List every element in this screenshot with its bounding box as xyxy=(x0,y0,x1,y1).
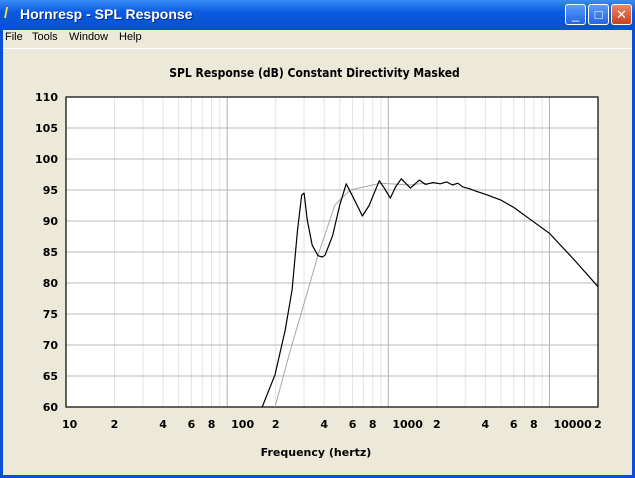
x-tick-label: 2 xyxy=(111,418,119,431)
menu-separator xyxy=(3,48,632,49)
menu-help[interactable]: Help xyxy=(119,31,142,43)
y-tick-label: 70 xyxy=(43,339,59,352)
chart-title: SPL Response (dB) Constant Directivity M… xyxy=(169,66,460,80)
x-tick-label: 2 xyxy=(433,418,441,431)
menu-window[interactable]: Window xyxy=(69,31,109,43)
y-tick-label: 90 xyxy=(43,215,59,228)
menu-bar: File Tools Window Help xyxy=(3,30,632,46)
x-tick-label: 10 xyxy=(62,418,78,431)
x-tick-label: 2 xyxy=(272,418,280,431)
x-tick-label: 8 xyxy=(208,418,216,431)
title-bar: / Hornresp - SPL Response _ □ ✕ xyxy=(0,0,635,30)
y-tick-label: 60 xyxy=(43,401,59,414)
x-axis-label: Frequency (hertz) xyxy=(261,446,372,459)
y-tick-label: 105 xyxy=(35,122,58,135)
spl-response-line xyxy=(261,178,598,407)
minimize-button[interactable]: _ xyxy=(565,4,586,25)
x-tick-label: 4 xyxy=(159,418,167,431)
menu-tools[interactable]: Tools xyxy=(32,31,58,43)
x-tick-label: 2 xyxy=(594,418,602,431)
y-tick-label: 65 xyxy=(43,370,58,383)
x-tick-label: 10000 xyxy=(553,418,592,431)
x-tick-label: 6 xyxy=(510,418,518,431)
maximize-button[interactable]: □ xyxy=(588,4,609,25)
plot-border xyxy=(65,96,599,408)
x-tick-label: 8 xyxy=(369,418,377,431)
x-tick-label: 6 xyxy=(188,418,196,431)
x-tick-label: 1000 xyxy=(392,418,423,431)
y-tick-label: 110 xyxy=(35,91,58,104)
x-tick-label: 100 xyxy=(231,418,254,431)
y-tick-label: 80 xyxy=(43,277,59,290)
x-tick-label: 6 xyxy=(349,418,357,431)
x-tick-label: 8 xyxy=(530,418,538,431)
y-tick-label: 85 xyxy=(43,246,58,259)
close-button[interactable]: ✕ xyxy=(611,4,632,25)
y-tick-label: 75 xyxy=(43,308,58,321)
y-tick-label: 100 xyxy=(35,153,58,166)
y-tick-label: 95 xyxy=(43,184,58,197)
x-tick-label: 4 xyxy=(482,418,490,431)
lightning-icon: / xyxy=(4,5,9,22)
x-tick-label: 4 xyxy=(320,418,328,431)
window-title: Hornresp - SPL Response xyxy=(20,6,193,22)
menu-file[interactable]: File xyxy=(5,31,23,43)
